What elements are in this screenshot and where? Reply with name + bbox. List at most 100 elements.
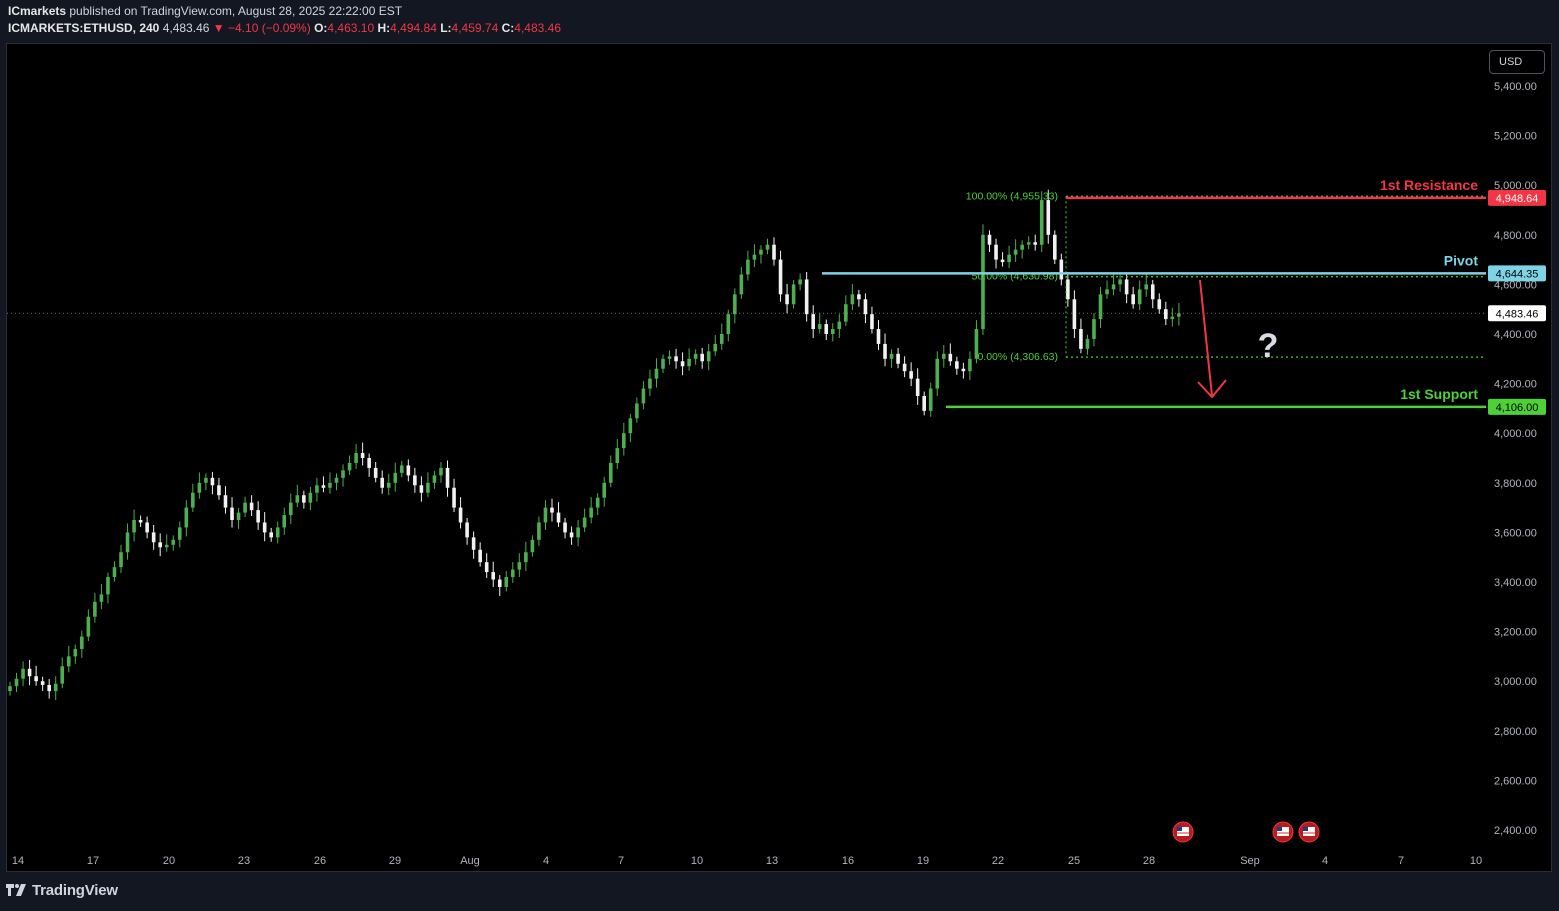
candle-body	[582, 517, 587, 528]
candle-body	[1150, 284, 1155, 300]
chart-frame[interactable]	[6, 43, 1552, 872]
candle-body	[1124, 279, 1129, 295]
price-change: −4.10 (−0.09%)	[228, 21, 311, 35]
candle-body	[217, 485, 221, 496]
candle-body	[1157, 299, 1162, 310]
x-tick-label: 7	[618, 855, 624, 867]
candle-body	[1039, 200, 1044, 245]
candle-body	[615, 448, 620, 463]
low-label: L:	[440, 21, 452, 35]
candle-body	[21, 668, 25, 679]
candle-body	[386, 482, 391, 488]
last-price: 4,483.46	[162, 21, 210, 35]
candle-body	[1137, 289, 1142, 305]
candle-body	[497, 579, 502, 587]
x-tick-label: Sep	[1240, 855, 1260, 867]
candle-body	[641, 388, 646, 404]
candle-body	[1170, 316, 1175, 320]
candle-body	[66, 656, 71, 667]
candle-body	[1098, 294, 1103, 320]
candle-body	[308, 492, 313, 503]
candle-body	[295, 495, 300, 503]
candle-body	[537, 522, 541, 540]
candle-body	[112, 567, 117, 578]
x-tick-label: 22	[992, 855, 1004, 867]
candle-body	[817, 324, 822, 330]
currency-button[interactable]: USD	[1489, 50, 1545, 74]
candle-body	[249, 502, 254, 511]
candle-body	[445, 467, 450, 488]
x-tick-label: 16	[842, 855, 854, 867]
candle-body	[961, 368, 966, 372]
candle-body	[974, 329, 979, 359]
candle-body	[922, 396, 926, 411]
publisher-name[interactable]: ICmarkets	[8, 4, 67, 18]
candle-body	[236, 512, 241, 520]
candle-body	[419, 485, 424, 493]
candle-body	[706, 351, 711, 362]
y-tick-label: 5,200.00	[1494, 131, 1537, 143]
candle-body	[60, 666, 65, 684]
flag-canton	[1177, 827, 1182, 831]
candle-body	[719, 334, 724, 344]
projection-arrow-shaft[interactable]	[1199, 279, 1213, 397]
candle-body	[935, 358, 940, 389]
candle-body	[726, 314, 731, 334]
candle-body	[850, 294, 855, 305]
question-mark-annotation[interactable]: ?	[1258, 327, 1279, 365]
price-tag	[1488, 305, 1546, 322]
candle-body	[876, 329, 881, 344]
candle-body	[8, 686, 12, 692]
candle-body	[256, 510, 260, 523]
candle-body	[987, 234, 992, 245]
flag-canton	[1277, 827, 1282, 831]
candle-body	[837, 321, 842, 330]
x-tick-label: 25	[1068, 855, 1080, 867]
flag-field	[1277, 827, 1289, 836]
candle-body	[393, 472, 398, 483]
y-tick-label: 5,400.00	[1494, 81, 1537, 93]
candle-body	[595, 497, 600, 508]
flag-canton	[1303, 827, 1308, 831]
x-tick-label: 4	[1322, 855, 1328, 867]
candle-body	[511, 569, 515, 578]
candle-body	[177, 527, 182, 540]
candle-body	[1026, 242, 1031, 245]
candle-body	[1053, 234, 1057, 260]
candle-body	[360, 453, 365, 458]
candle-body	[674, 356, 678, 362]
candle-body	[1013, 249, 1018, 255]
close-value: 4,483.46	[514, 21, 561, 35]
price-tag-text: 4,948.64	[1496, 193, 1539, 205]
candle-body	[1066, 279, 1070, 300]
tradingview-brand[interactable]: TradingView	[6, 882, 118, 899]
candle-body	[315, 485, 319, 493]
support-label: 1st Support	[1400, 386, 1478, 402]
candle-body	[889, 353, 894, 359]
open-label: O:	[314, 21, 328, 35]
y-tick-label: 5,000.00	[1494, 180, 1537, 192]
candle-body	[354, 453, 358, 463]
candle-body	[928, 388, 933, 411]
candle-body	[204, 477, 208, 483]
candle-body	[347, 462, 352, 471]
candle-body	[791, 284, 796, 305]
x-tick-label: 26	[314, 855, 326, 867]
candle-body	[504, 577, 509, 587]
candle-body	[151, 532, 156, 543]
candle-body	[458, 507, 463, 523]
y-tick-label: 4,000.00	[1494, 428, 1537, 440]
candle-body	[400, 465, 404, 473]
candle-body	[491, 572, 496, 580]
symbol-name[interactable]: ICMARKETS:ETHUSD, 240	[8, 21, 160, 35]
candle-body	[1059, 259, 1064, 280]
candle-body	[1118, 279, 1122, 285]
candle-body	[955, 361, 959, 369]
candle-body	[223, 495, 228, 508]
x-tick-label: 7	[1398, 855, 1404, 867]
x-tick-label: 17	[87, 855, 99, 867]
candle-body	[171, 539, 176, 545]
candle-body	[693, 353, 698, 359]
candle-body	[426, 482, 430, 493]
